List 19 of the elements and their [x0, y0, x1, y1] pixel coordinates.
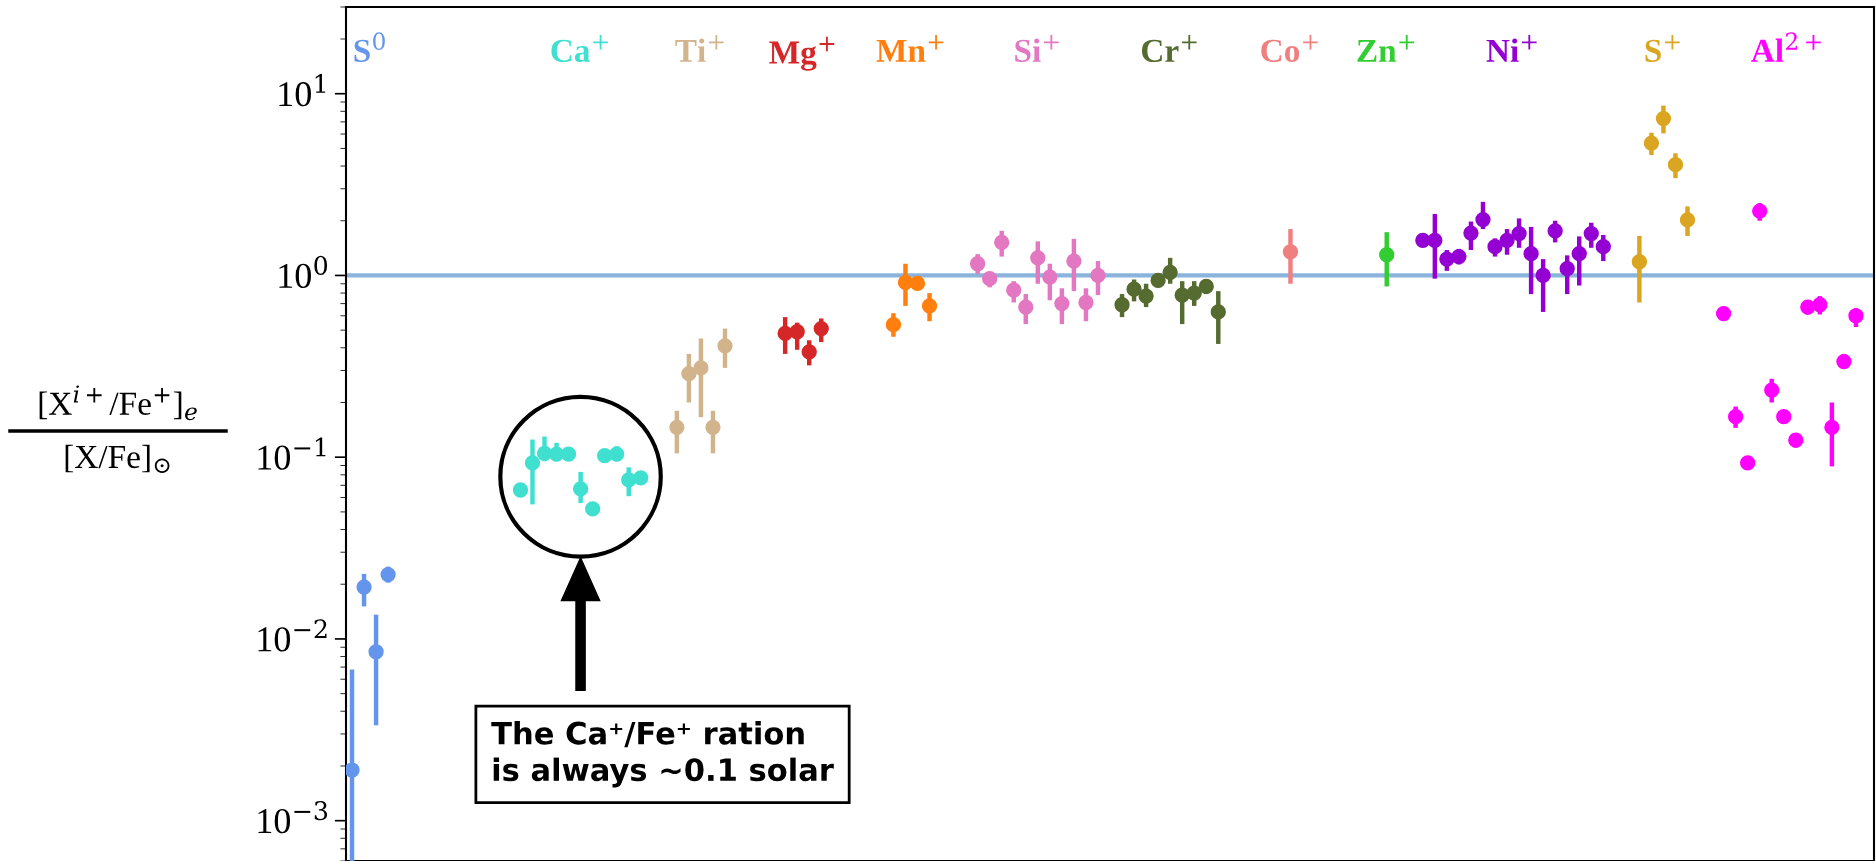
- text: Co$^{+}$: [1261, 34, 1318, 63]
- annotation: The Ca⁺/Fe⁺ ration is always ~0.1 solar: [491, 721, 834, 788]
- text: Si$^{+}$: [1015, 34, 1059, 63]
- text: Zn$^{+}$: [1357, 34, 1415, 62]
- text: Ti$^{+}$: [675, 34, 724, 62]
- text: [X$^{i+}$/Fe$^{+}$]$_{e}$ [X/Fe]$_{⊙}$: [39, 385, 197, 474]
- text: Ni$^{+}$: [1486, 34, 1537, 62]
- y-tick-label: 10$^{1}$: [279, 74, 326, 107]
- text: Al$^{2+}$: [1751, 32, 1821, 62]
- text: Mn$^{+}$: [876, 34, 944, 62]
- y-tick-label: 10$^{−3}$: [258, 801, 328, 834]
- y-tick-label: 10$^{0}$: [279, 255, 328, 289]
- text: Mg$^{+}$: [769, 36, 835, 71]
- y-tick-label: 10$^{−1}$: [258, 437, 326, 470]
- text: Ca$^{+}$: [551, 34, 608, 63]
- text: Cr$^{+}$: [1141, 34, 1197, 63]
- y-tick-label: 10$^{−2}$: [258, 619, 327, 652]
- text: S$^{0}$: [354, 32, 385, 63]
- series-label: S$^{+}$: [1645, 34, 1680, 63]
